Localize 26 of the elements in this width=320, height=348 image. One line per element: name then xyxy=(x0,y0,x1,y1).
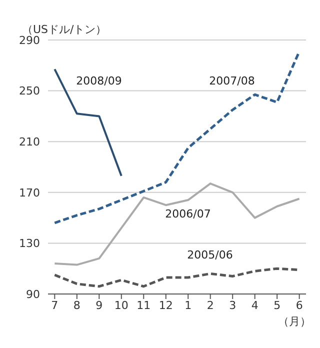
x-tick-label: 8 xyxy=(73,298,80,312)
x-tick-label: 2 xyxy=(206,298,214,312)
x-tick-label: 6 xyxy=(296,298,303,312)
series-label: 2007/08 xyxy=(209,74,255,88)
y-tick-label: 290 xyxy=(19,34,40,47)
x-tick-label: 10 xyxy=(114,298,128,312)
series-label: 2006/07 xyxy=(165,208,211,220)
y-tick-label: 210 xyxy=(19,136,40,149)
x-tick-label: 5 xyxy=(274,298,281,312)
x-tick-label: 9 xyxy=(96,298,103,312)
y-tick-label: 170 xyxy=(19,186,40,200)
line-series xyxy=(54,68,122,177)
x-tick-label: 4 xyxy=(251,298,258,312)
y-tick-label: 130 xyxy=(19,237,40,250)
x-tick-label: 11 xyxy=(136,298,151,312)
series-label: 2008/09 xyxy=(76,74,122,88)
y-axis-title: （USドル/トン） xyxy=(22,22,107,36)
series-label: 2005/06 xyxy=(187,248,233,262)
x-tick-label: 12 xyxy=(158,298,173,312)
x-axis-title: （月） xyxy=(278,314,311,329)
x-tick-label: 1 xyxy=(184,298,192,312)
y-tick-label: 250 xyxy=(19,84,40,98)
x-tick-label: 7 xyxy=(51,298,58,312)
x-tick-label: 3 xyxy=(229,298,236,312)
line-series xyxy=(54,182,300,266)
y-tick-label: 90 xyxy=(26,288,40,301)
